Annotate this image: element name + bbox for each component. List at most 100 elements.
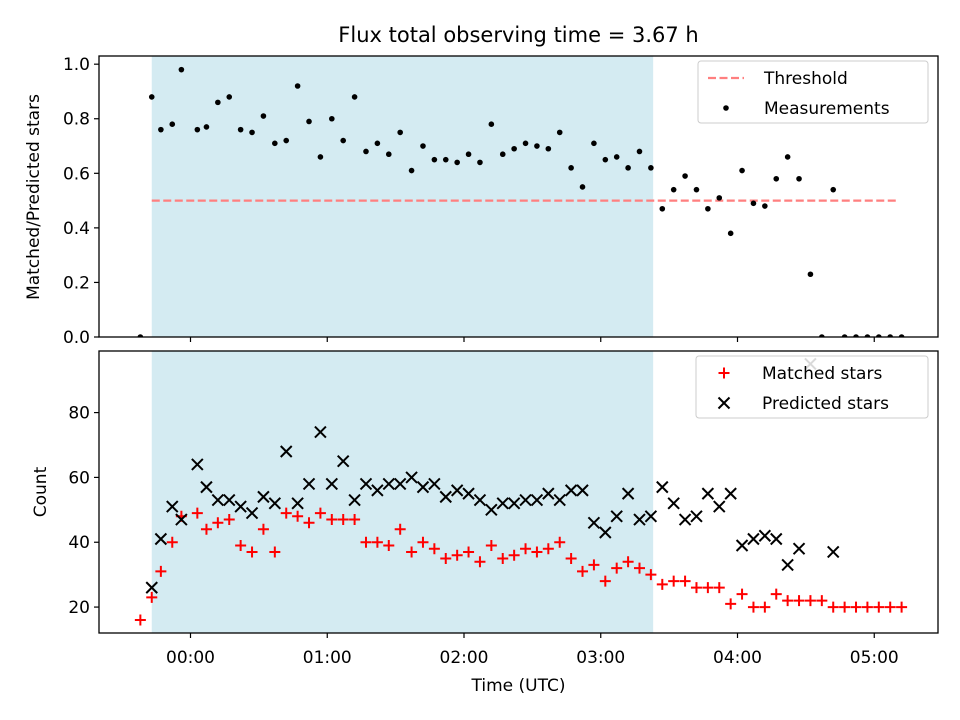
plot-marks xyxy=(137,66,905,337)
measurement-point xyxy=(488,121,495,128)
matched-star-point xyxy=(622,556,634,568)
matched-star-point xyxy=(861,601,873,613)
observing-window-shade xyxy=(151,351,654,633)
measurement-point xyxy=(363,148,369,155)
x-axis-label: Time (UTC) xyxy=(471,676,566,696)
matched-star-point xyxy=(884,601,896,613)
predicted-star-point xyxy=(530,493,544,507)
measurement-point xyxy=(249,129,255,136)
predicted-star-point xyxy=(405,471,418,484)
predicted-star-point xyxy=(473,493,487,507)
legend-matched-swatch xyxy=(718,367,730,379)
x-tick-label: 03:00 xyxy=(576,648,625,668)
x-tick-label: 02:00 xyxy=(440,648,489,668)
matched-star-point xyxy=(212,517,224,529)
predicted-star-point xyxy=(200,480,213,494)
predicted-star-point xyxy=(191,458,204,471)
measurement-point xyxy=(705,205,711,212)
measurement-point xyxy=(420,143,426,149)
predicted-star-point xyxy=(371,484,384,497)
predicted-star-point xyxy=(223,493,236,507)
measurement-point xyxy=(682,173,688,179)
measurement-point xyxy=(830,186,837,193)
measurement-point xyxy=(613,154,620,160)
measurement-point xyxy=(876,334,882,337)
matched-star-point xyxy=(280,507,292,519)
predicted-star-point xyxy=(416,480,430,494)
predicted-star-point xyxy=(610,510,623,523)
matched-star-point xyxy=(360,536,372,548)
matched-star-point xyxy=(508,549,520,561)
matched-star-point xyxy=(394,523,406,535)
matched-star-point xyxy=(337,514,349,526)
predicted-star-point xyxy=(587,516,601,530)
measurement-point xyxy=(522,140,529,147)
matched-star-point xyxy=(759,601,771,613)
matched-star-point xyxy=(690,582,702,594)
measurement-point xyxy=(351,94,358,100)
predicted-star-point xyxy=(713,500,726,513)
plot-marks xyxy=(134,357,908,626)
matched-star-point xyxy=(292,510,304,522)
measurement-point xyxy=(819,334,825,337)
matched-star-point xyxy=(668,575,680,587)
measurement-point xyxy=(750,200,757,207)
x-tick-label: 01:00 xyxy=(303,648,352,668)
matched-star-point xyxy=(166,536,178,548)
y-tick-label: 0.2 xyxy=(63,273,90,293)
measurement-point xyxy=(636,148,643,155)
matched-star-point xyxy=(850,601,862,613)
matched-star-point xyxy=(896,601,908,613)
predicted-star-point xyxy=(359,477,373,491)
predicted-star-point xyxy=(519,493,532,507)
x-tick-label: 05:00 xyxy=(850,648,899,668)
bottom-panel: 20 40 60 80 00:00 01:00 02:00 03:00 04:00 05:00 Ma… xyxy=(68,350,939,668)
matched-star-point xyxy=(191,507,203,519)
matched-star-point xyxy=(485,539,497,551)
matched-star-point xyxy=(633,562,645,574)
predicted-star-point xyxy=(314,425,327,439)
measurement-point xyxy=(648,165,654,171)
measurement-point xyxy=(568,165,574,171)
measurement-point xyxy=(773,175,780,182)
measurement-point xyxy=(408,167,415,174)
matched-star-point xyxy=(839,601,851,613)
predicted-star-point xyxy=(667,497,680,510)
predicted-star-point xyxy=(656,480,669,494)
y-tick-label: 0.4 xyxy=(63,219,90,239)
predicted-star-point xyxy=(770,532,783,546)
matched-star-point xyxy=(531,546,543,558)
measurement-point xyxy=(556,129,563,136)
x-tick-label: 00:00 xyxy=(166,648,215,668)
measurement-point xyxy=(178,66,185,73)
predicted-star-point xyxy=(576,484,589,497)
y-tick-label: 40 xyxy=(68,533,90,553)
matched-star-point xyxy=(702,582,714,594)
matched-star-point xyxy=(314,507,326,519)
matched-star-point xyxy=(588,559,600,571)
predicted-star-point xyxy=(792,542,806,555)
predicted-star-point xyxy=(450,484,464,497)
matched-star-point xyxy=(736,588,748,600)
legend-box xyxy=(695,355,929,419)
measurement-point xyxy=(215,99,221,106)
predicted-star-point xyxy=(542,487,555,500)
predicted-star-point xyxy=(348,493,361,507)
y-tick-label: 0.0 xyxy=(63,328,90,348)
axes-frame xyxy=(98,55,939,338)
measurement-point xyxy=(602,156,609,163)
matched-star-point xyxy=(451,549,463,561)
predicted-star-point xyxy=(175,513,188,526)
measurement-point xyxy=(203,124,210,130)
measurement-point xyxy=(545,145,552,152)
predicted-star-point xyxy=(485,503,498,517)
observing-window-shade xyxy=(151,56,654,337)
predicted-star-point xyxy=(724,487,737,500)
matched-star-point xyxy=(873,601,885,613)
matched-star-point xyxy=(428,543,440,555)
predicted-star-point xyxy=(553,493,566,507)
matched-star-point xyxy=(257,523,269,535)
measurement-point xyxy=(670,186,677,193)
measurement-point xyxy=(841,334,848,337)
predicted-star-point xyxy=(507,497,521,510)
